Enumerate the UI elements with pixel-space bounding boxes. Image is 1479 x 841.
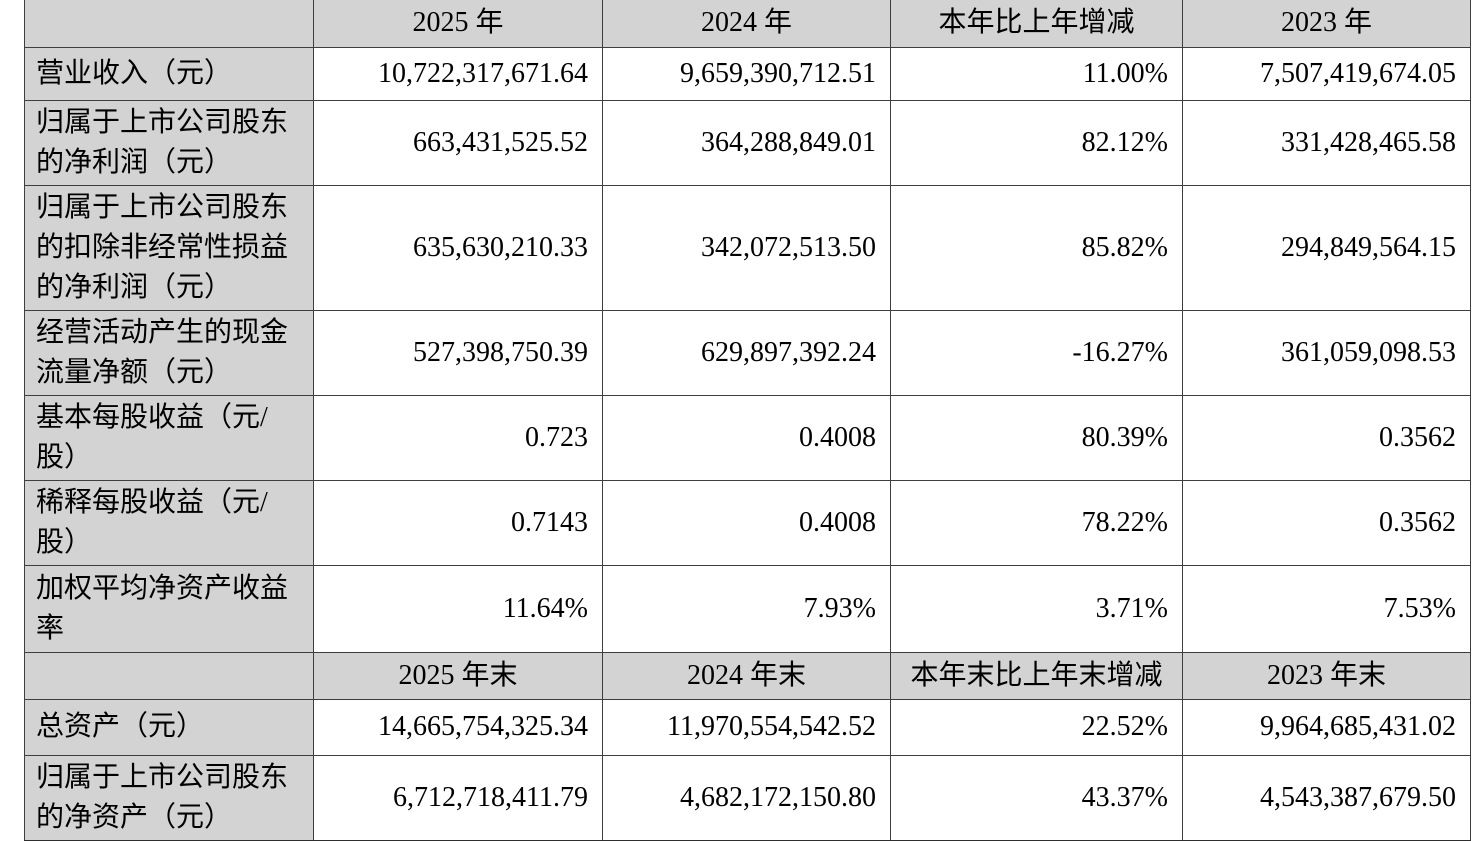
table-row-total-assets: 总资产（元） 14,665,754,325.34 11,970,554,542.… (24, 698, 1471, 756)
row-label: 营业收入（元） (24, 46, 314, 101)
cell-change: -16.27% (890, 309, 1183, 396)
table-row-net-assets: 归属于上市公司股东的净资产（元） 6,712,718,411.79 4,682,… (24, 754, 1471, 841)
cell-2023: 7.53% (1182, 564, 1471, 653)
cell-2025: 663,431,525.52 (313, 99, 603, 186)
cell-change: 85.82% (890, 184, 1183, 311)
corner-cell (24, 0, 314, 48)
cell-change: 22.52% (890, 698, 1183, 756)
table-row-revenue: 营业收入（元） 10,722,317,671.64 9,659,390,712.… (24, 46, 1471, 101)
cell-2024: 342,072,513.50 (602, 184, 891, 311)
cell-2024: 0.4008 (602, 394, 891, 481)
row-label: 经营活动产生的现金流量净额（元） (24, 309, 314, 396)
col-header-2024-end: 2024 年末 (602, 651, 891, 700)
cell-change: 11.00% (890, 46, 1183, 101)
table-row-net-profit-deducted: 归属于上市公司股东的扣除非经常性损益的净利润（元） 635,630,210.33… (24, 184, 1471, 311)
col-header-change: 本年比上年增减 (890, 0, 1183, 48)
cell-2023: 4,543,387,679.50 (1182, 754, 1471, 841)
cell-2023: 9,964,685,431.02 (1182, 698, 1471, 756)
cell-2024: 629,897,392.24 (602, 309, 891, 396)
cell-change: 3.71% (890, 564, 1183, 653)
cell-2024: 364,288,849.01 (602, 99, 891, 186)
cell-change: 78.22% (890, 479, 1183, 566)
table-row-net-profit: 归属于上市公司股东的净利润（元） 663,431,525.52 364,288,… (24, 99, 1471, 186)
cell-change: 82.12% (890, 99, 1183, 186)
col-header-2023-end: 2023 年末 (1182, 651, 1471, 700)
cell-2025: 0.7143 (313, 479, 603, 566)
cell-2023: 0.3562 (1182, 479, 1471, 566)
cell-2025: 11.64% (313, 564, 603, 653)
row-label: 稀释每股收益（元/股） (24, 479, 314, 566)
cell-2023: 331,428,465.58 (1182, 99, 1471, 186)
col-header-2024: 2024 年 (602, 0, 891, 48)
table-row-weighted-avg-roe: 加权平均净资产收益率 11.64% 7.93% 3.71% 7.53% (24, 564, 1471, 653)
cell-2024: 11,970,554,542.52 (602, 698, 891, 756)
cell-2024: 0.4008 (602, 479, 891, 566)
cell-2025: 10,722,317,671.64 (313, 46, 603, 101)
table-row-operating-cash-flow: 经营活动产生的现金流量净额（元） 527,398,750.39 629,897,… (24, 309, 1471, 396)
cell-2025: 0.723 (313, 394, 603, 481)
col-header-change-end: 本年末比上年末增减 (890, 651, 1183, 700)
col-header-2025-end: 2025 年末 (313, 651, 603, 700)
corner-cell (24, 651, 314, 700)
col-header-2025: 2025 年 (313, 0, 603, 48)
cell-2025: 635,630,210.33 (313, 184, 603, 311)
table-header-row-annual: 2025 年 2024 年 本年比上年增减 2023 年 (24, 0, 1471, 48)
col-header-2023: 2023 年 (1182, 0, 1471, 48)
cell-2023: 361,059,098.53 (1182, 309, 1471, 396)
cell-2023: 294,849,564.15 (1182, 184, 1471, 311)
financial-indicators-table: 2025 年 2024 年 本年比上年增减 2023 年 营业收入（元） 10,… (24, 0, 1471, 841)
cell-2025: 527,398,750.39 (313, 309, 603, 396)
row-label: 加权平均净资产收益率 (24, 564, 314, 653)
row-label: 归属于上市公司股东的净资产（元） (24, 754, 314, 841)
row-label: 总资产（元） (24, 698, 314, 756)
row-label: 归属于上市公司股东的扣除非经常性损益的净利润（元） (24, 184, 314, 311)
cell-2023: 7,507,419,674.05 (1182, 46, 1471, 101)
cell-2024: 9,659,390,712.51 (602, 46, 891, 101)
table-row-diluted-eps: 稀释每股收益（元/股） 0.7143 0.4008 78.22% 0.3562 (24, 479, 1471, 566)
cell-2024: 7.93% (602, 564, 891, 653)
table-header-row-year-end: 2025 年末 2024 年末 本年末比上年末增减 2023 年末 (24, 651, 1471, 700)
cell-2025: 6,712,718,411.79 (313, 754, 603, 841)
cell-2025: 14,665,754,325.34 (313, 698, 603, 756)
cell-2023: 0.3562 (1182, 394, 1471, 481)
row-label: 基本每股收益（元/股） (24, 394, 314, 481)
cell-change: 43.37% (890, 754, 1183, 841)
table-row-basic-eps: 基本每股收益（元/股） 0.723 0.4008 80.39% 0.3562 (24, 394, 1471, 481)
cell-2024: 4,682,172,150.80 (602, 754, 891, 841)
cell-change: 80.39% (890, 394, 1183, 481)
row-label: 归属于上市公司股东的净利润（元） (24, 99, 314, 186)
